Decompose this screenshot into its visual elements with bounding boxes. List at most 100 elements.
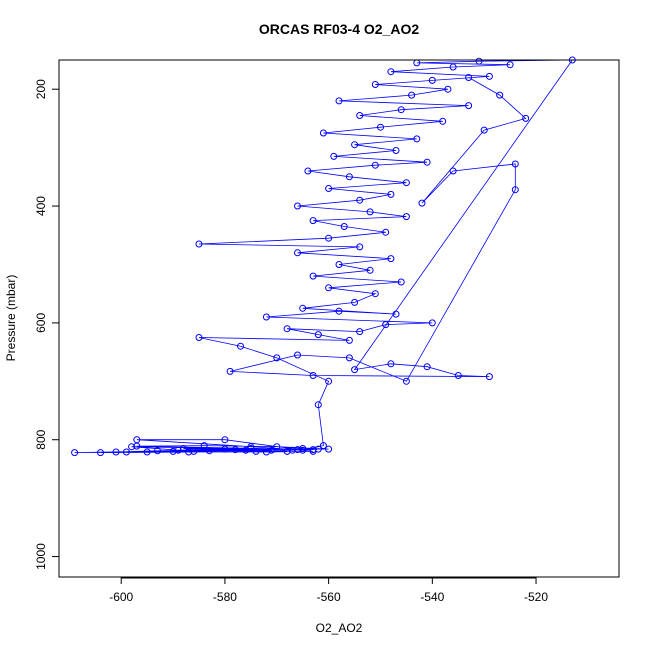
data-point [496,91,504,99]
data-point [309,272,317,280]
data-point [439,117,447,125]
data-point [325,234,333,242]
data-point [506,61,514,69]
data-point [351,298,359,306]
data-point [190,447,198,455]
data-point [371,81,379,88]
data-point [242,446,250,454]
data-point [366,266,374,274]
y-tick-label: 200 [34,79,48,99]
data-point [475,57,483,65]
data-point [273,443,281,451]
data-point [444,85,452,93]
data-point [428,319,436,327]
data-point [356,112,364,119]
x-tick-label: -580 [213,590,237,604]
data-point [423,363,431,371]
data-point [299,446,307,454]
data-point [402,213,410,221]
data-point [377,123,384,131]
data-point [299,304,307,312]
data-point [304,167,312,175]
data-point [345,354,353,362]
data-point [382,321,390,329]
data-point [392,147,400,154]
data-point [325,185,333,192]
x-tick-label: -520 [524,590,548,604]
y-tick-label: 600 [34,313,48,333]
data-point [97,449,104,457]
data-point [356,328,364,336]
data-point [387,190,395,198]
data-point [133,436,141,444]
data-point [408,91,416,99]
data-point [288,446,296,454]
data-point [221,445,229,453]
data-layer [71,56,576,457]
data-point [387,360,395,368]
data-point [418,199,426,207]
data-point [231,446,239,454]
data-point [221,436,229,444]
data-point [402,377,410,385]
data-point [351,141,359,149]
data-point [449,63,457,71]
data-point [330,152,338,160]
data-point [325,284,333,292]
data-point [294,249,301,257]
data-point [252,447,260,455]
y-axis: 200 400 600 800 1000 [34,79,60,570]
data-point [423,158,431,166]
data-point [195,334,203,341]
data-point [185,448,193,456]
chart-title: ORCAS RF03-4 O2_AO2 [259,21,419,37]
data-point [371,290,379,298]
data-point [314,331,322,339]
data-point [309,217,317,225]
data-point [71,449,79,457]
data-point [345,173,353,181]
data-point [247,443,255,451]
data-point [485,373,493,381]
data-point [371,161,379,169]
y-tick-label: 400 [34,196,48,216]
x-axis: -600 -580 -560 -540 -520 [109,577,548,604]
data-point [309,372,317,379]
data-point [335,97,343,105]
data-point [402,179,410,187]
data-point [335,307,343,315]
data-point [319,129,327,137]
y-axis-label: Pressure (mbar) [4,275,18,362]
data-point [283,325,291,333]
data-point [511,160,519,168]
data-point [314,401,322,409]
data-point [449,167,457,175]
data-point [511,186,519,194]
data-point [169,447,177,455]
data-point [428,76,436,84]
data-point [465,102,473,110]
data-point [356,196,364,204]
data-point [387,255,395,263]
data-point [143,448,151,456]
data-point [294,351,301,359]
data-point [356,243,364,251]
y-tick-label: 1000 [34,543,48,570]
data-point [112,448,120,456]
data-point [122,448,130,456]
data-point [195,240,203,248]
data-point [413,135,421,143]
y-tick-label: 800 [34,429,48,449]
data-point [294,202,301,210]
data-point [335,261,343,268]
data-point [340,223,348,230]
data-point [128,443,136,451]
data-point [454,372,462,379]
data-point [387,68,395,76]
data-point [283,447,291,455]
data-point [309,447,317,455]
data-point [273,354,281,362]
data-point [485,72,493,80]
data-point [397,106,405,114]
